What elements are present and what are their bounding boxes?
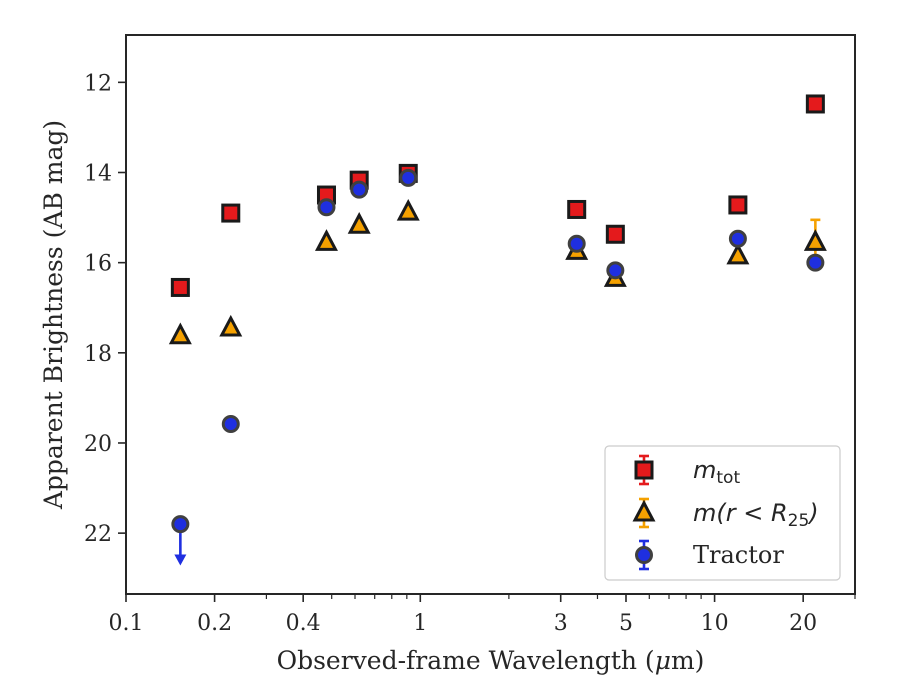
marker-square bbox=[728, 195, 748, 215]
x-axis-label-pre: Observed-frame Wavelength ( bbox=[277, 646, 655, 675]
marker-triangle bbox=[803, 229, 827, 251]
legend-mr25: m(r < R25) bbox=[693, 499, 819, 531]
y-axis-ticks: 12 14 16 18 20 22 bbox=[84, 71, 126, 547]
y-tick-label: 16 bbox=[84, 252, 112, 277]
y-tick-label: 18 bbox=[84, 342, 112, 367]
x-axis-ticks: 0.1 0.2 0.4 1 3 5 10 20 bbox=[109, 594, 856, 636]
legend-mtot: mtot bbox=[693, 456, 740, 488]
legend-icons bbox=[632, 454, 656, 571]
y-tick-label: 20 bbox=[84, 432, 112, 457]
x-axis-label-post: m) bbox=[671, 646, 704, 675]
marker-circle bbox=[350, 180, 369, 199]
legend-mr25-post: ) bbox=[807, 499, 818, 527]
marker-triangle bbox=[168, 322, 192, 345]
marker-triangle bbox=[347, 212, 371, 234]
series-tractor bbox=[171, 168, 825, 566]
x-axis-label-mu: μ bbox=[655, 646, 671, 675]
upper-limit-arrowhead bbox=[174, 554, 187, 566]
legend-mtot-main: m bbox=[693, 456, 716, 484]
y-tick-label: 12 bbox=[84, 71, 112, 96]
marker-triangle bbox=[314, 229, 338, 251]
legend-marker-triangle bbox=[632, 499, 656, 522]
data-markers bbox=[168, 94, 827, 566]
x-tick-label: 0.2 bbox=[197, 611, 232, 636]
marker-circle bbox=[317, 198, 336, 217]
marker-triangle bbox=[726, 242, 750, 265]
legend-mtot-sub: tot bbox=[716, 468, 740, 488]
x-tick-label: 5 bbox=[619, 611, 633, 636]
y-tick-label: 14 bbox=[84, 161, 112, 186]
legend-mr25-sub: 25 bbox=[788, 511, 810, 531]
x-tick-label: 1 bbox=[413, 611, 427, 636]
marker-square bbox=[567, 199, 587, 219]
x-axis-label: Observed-frame Wavelength (μm) bbox=[277, 646, 705, 675]
legend-mr25-pre: m(r < R bbox=[693, 499, 788, 527]
x-tick-label: 0.4 bbox=[286, 611, 321, 636]
x-tick-label: 10 bbox=[701, 611, 729, 636]
marker-square bbox=[805, 94, 825, 114]
marker-square bbox=[605, 224, 625, 244]
legend-marker-square bbox=[634, 460, 654, 480]
marker-square bbox=[170, 277, 190, 297]
x-tick-label: 20 bbox=[789, 611, 817, 636]
marker-triangle bbox=[219, 314, 243, 337]
y-axis-label: Apparent Brightness (AB mag) bbox=[39, 120, 68, 510]
legend-box bbox=[604, 445, 841, 581]
x-tick-label: 0.1 bbox=[109, 611, 144, 636]
marker-circle bbox=[806, 253, 825, 272]
marker-circle bbox=[728, 229, 747, 248]
marker-circle bbox=[221, 415, 240, 434]
series-mtot bbox=[170, 94, 825, 297]
legend-tractor: Tractor bbox=[693, 541, 784, 569]
legend-marker-circle bbox=[635, 546, 653, 564]
x-tick-label: 3 bbox=[554, 611, 568, 636]
marker-circle bbox=[399, 168, 418, 187]
marker-triangle bbox=[396, 198, 420, 221]
marker-square bbox=[221, 203, 241, 223]
legend: mtot m(r < R25) Tractor bbox=[604, 445, 841, 581]
marker-circle bbox=[606, 261, 625, 280]
marker-circle bbox=[171, 515, 190, 534]
y-tick-label: 22 bbox=[84, 522, 112, 547]
marker-circle bbox=[567, 234, 586, 253]
